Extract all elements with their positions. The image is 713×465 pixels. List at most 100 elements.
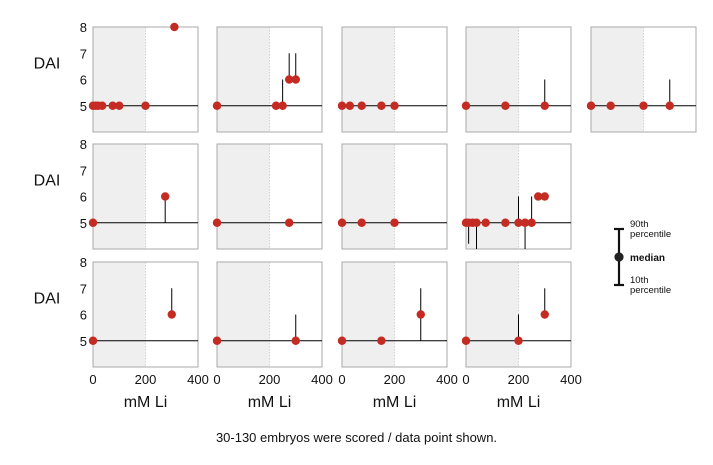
r2c1-ytick-0: 5 (80, 216, 87, 231)
r3c1-xlabel: mM Li (124, 394, 168, 411)
r3c4-point-2 (540, 310, 549, 319)
r2c1-shade-region (93, 144, 146, 249)
r2c4-point-9 (533, 192, 543, 201)
r2c4-point-8 (527, 218, 536, 227)
r3c2-xtick-0: 0 (213, 372, 220, 387)
r1c4-point-1 (501, 101, 510, 110)
r1c1-point-3 (97, 101, 107, 110)
r2c4-point-10 (540, 192, 549, 201)
r3c2-xtick-1: 200 (259, 372, 281, 387)
r1c2-point-1 (271, 101, 281, 110)
r1c2-point-0 (212, 101, 222, 110)
figure-caption: 30-130 embryos were scored / data point … (215, 430, 498, 445)
r1c5-point-2 (639, 101, 648, 110)
r1c1-ytick-2: 7 (80, 46, 87, 61)
r3c2-xtick-2: 400 (311, 372, 333, 387)
r3c4-shade-region (466, 262, 519, 367)
legend-10th-label: 10th percentile (630, 275, 671, 296)
r3c1-shade-region (93, 262, 146, 367)
r1c5-frame (590, 26, 697, 133)
r1c3-point-2 (357, 101, 366, 110)
r2c2-shade-region (217, 144, 270, 249)
r1c1-point-4 (108, 101, 117, 110)
r3c4-xlabel: mM Li (497, 394, 541, 411)
r2c1-frame (92, 143, 199, 250)
r2c1-ytick-3: 8 (80, 137, 87, 152)
r1c2-point-2 (278, 101, 287, 110)
r2c3-point-2 (390, 218, 399, 227)
r2c3-shade-region (342, 144, 395, 249)
r1c1-point-7 (170, 22, 179, 32)
r2c4-point-4 (481, 218, 490, 227)
r3c3-xlabel: mM Li (373, 394, 417, 411)
r1c1-frame (92, 26, 199, 133)
r1c4-shade-region (466, 27, 519, 132)
r3c1-ytick-2: 7 (80, 281, 87, 296)
r3c2-point-0 (212, 336, 222, 345)
r3c1-ytick-1: 6 (80, 308, 87, 323)
r2c2-point-1 (284, 218, 294, 227)
r3c3-xtick-2: 400 (436, 372, 458, 387)
r2c4-shade-region (466, 144, 519, 249)
r3c3-point-0 (337, 336, 347, 345)
r3c1-point-1 (167, 310, 176, 319)
r1c2-shade-region (217, 27, 270, 132)
r2c1-point-0 (88, 218, 98, 227)
r2c4-point-3 (472, 218, 481, 227)
r3c4-frame (465, 261, 572, 368)
r1c5-shade-region (591, 27, 644, 132)
r1c1-ylabel: DAI (34, 55, 61, 72)
r3c1-ytick-3: 8 (80, 255, 87, 270)
r3c4-point-1 (514, 336, 523, 345)
r2c2-point-0 (212, 218, 222, 227)
r3c2-shade-region (217, 262, 270, 367)
r1c1-ytick-3: 8 (80, 20, 87, 35)
r1c1-ytick-0: 5 (80, 99, 87, 114)
r3c3-point-1 (377, 336, 386, 345)
r1c3-point-4 (390, 101, 399, 110)
r3c2-frame (216, 261, 323, 368)
r2c1-point-1 (160, 192, 170, 201)
r3c4-point-0 (461, 336, 471, 345)
r1c5-point-0 (586, 101, 596, 110)
r1c4-point-0 (461, 101, 471, 110)
r2c1-ylabel: DAI (34, 172, 61, 189)
r3c4-xtick-0: 0 (462, 372, 469, 387)
r1c4-frame (465, 26, 572, 133)
r1c2-frame (216, 26, 323, 133)
r2c4-frame (465, 143, 572, 250)
r2c4-point-6 (514, 218, 523, 227)
r3c3-xtick-1: 200 (384, 372, 406, 387)
r2c3-frame (341, 143, 448, 250)
r3c4-xtick-2: 400 (560, 372, 582, 387)
r1c2-point-3 (284, 75, 294, 84)
r1c3-point-1 (345, 101, 355, 110)
r2c1-ytick-2: 7 (80, 163, 87, 178)
r3c2-point-1 (291, 336, 300, 345)
r3c2-xlabel: mM Li (248, 394, 292, 411)
r1c5-point-1 (606, 101, 615, 110)
r1c1-point-5 (115, 101, 124, 110)
r3c1-frame (92, 261, 199, 368)
r2c4-point-7 (520, 218, 530, 227)
r1c1-shade-region (93, 27, 146, 132)
r1c3-point-0 (337, 101, 347, 110)
r1c3-shade-region (342, 27, 395, 132)
r1c3-frame (341, 26, 448, 133)
r1c2-point-4 (291, 75, 300, 84)
r3c1-ytick-0: 5 (80, 334, 87, 349)
r2c3-point-0 (337, 218, 347, 227)
r3c1-xtick-0: 0 (89, 372, 96, 387)
r3c1-point-0 (88, 336, 98, 345)
r2c1-ytick-1: 6 (80, 190, 87, 205)
r2c4-point-5 (501, 218, 510, 227)
r3c3-shade-region (342, 262, 395, 367)
r3c1-xtick-2: 400 (187, 372, 209, 387)
r3c4-xtick-1: 200 (508, 372, 530, 387)
r3c3-point-2 (416, 310, 425, 319)
r2c2-frame (216, 143, 323, 250)
legend-90th-label: 90th percentile (630, 219, 671, 240)
r1c5-point-3 (665, 101, 674, 110)
r3c3-xtick-0: 0 (338, 372, 345, 387)
